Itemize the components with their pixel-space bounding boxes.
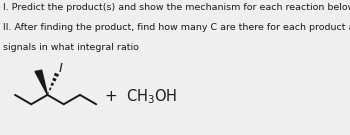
Text: II. After finding the product, find how many C are there for each product and ho: II. After finding the product, find how … xyxy=(3,23,350,32)
Text: signals in what integral ratio: signals in what integral ratio xyxy=(3,43,139,52)
Text: +: + xyxy=(104,89,117,104)
Text: I: I xyxy=(58,62,62,75)
Text: CH$_3$OH: CH$_3$OH xyxy=(126,87,177,106)
Polygon shape xyxy=(35,70,48,95)
Text: I. Predict the product(s) and show the mechanism for each reaction below: I. Predict the product(s) and show the m… xyxy=(3,3,350,12)
